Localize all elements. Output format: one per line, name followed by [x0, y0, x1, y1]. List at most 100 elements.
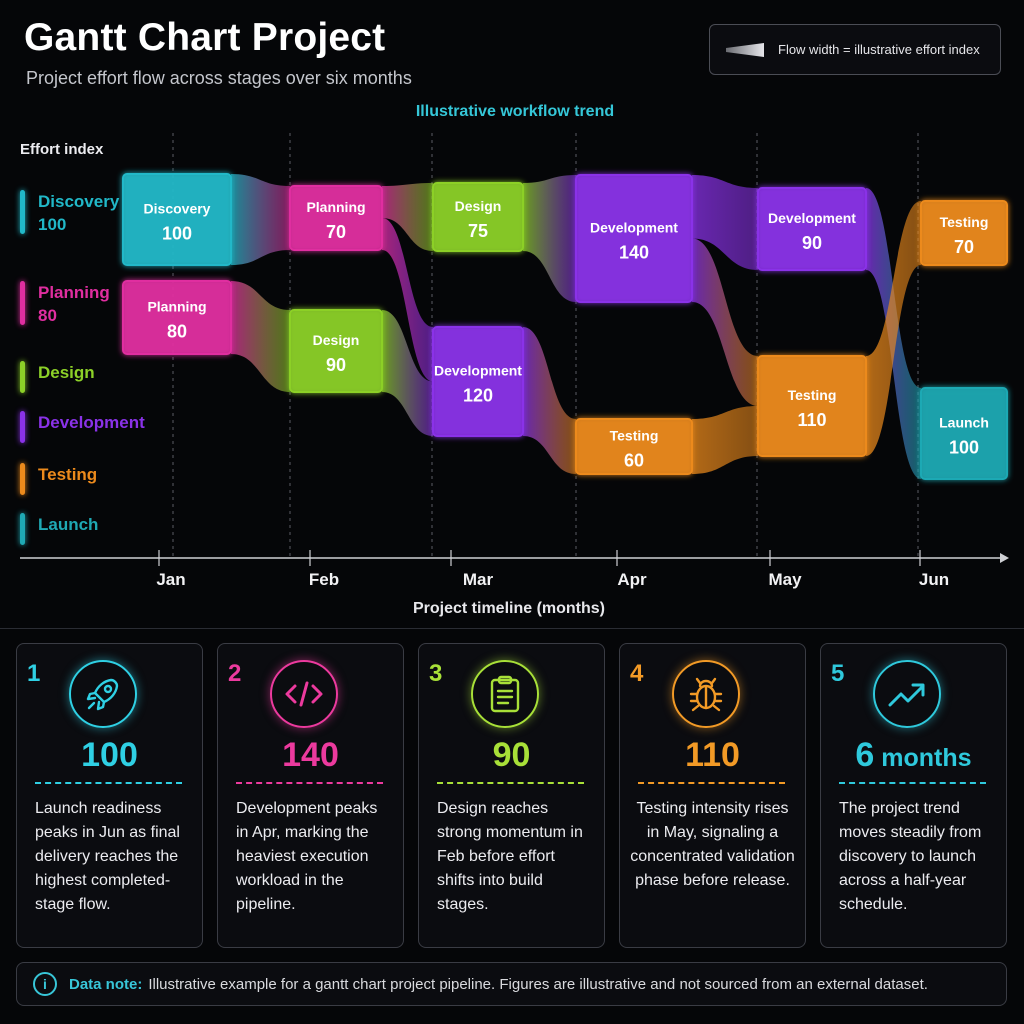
month-label-mar: Mar — [462, 570, 494, 589]
card-number: 2 — [228, 660, 242, 687]
legend-swatch — [20, 361, 25, 393]
flow-link-n5-n7 — [523, 175, 576, 302]
node-feb-design: Design 90 — [289, 309, 383, 393]
card-description: Testing intensity rises in May, signalin… — [630, 800, 795, 889]
legend-stage-value: 100 — [38, 215, 67, 234]
insight-card-5: 5 6 months The project trend moves steadil… — [820, 643, 1007, 948]
node-value-label: 80 — [167, 322, 187, 342]
card-divider — [638, 782, 785, 784]
node-value-label: 60 — [624, 451, 644, 471]
legend-item-design: Design — [20, 361, 95, 393]
flow-width-legend-text: Flow width = illustrative effort index — [778, 42, 980, 57]
legend-stage-value: 80 — [38, 306, 57, 325]
legend-item-planning: Planning 80 — [20, 281, 110, 327]
flow-link-n1-n3 — [231, 174, 290, 265]
node-stage-label: Planning — [147, 299, 206, 315]
node-value-label: 90 — [802, 233, 822, 253]
clipboard-icon — [471, 660, 539, 728]
card-description: Design reaches strong momentum in Feb be… — [437, 800, 583, 913]
node-stage-label: Planning — [306, 199, 365, 215]
legend-item-development: Development — [20, 411, 145, 443]
legend-stage-name: Discovery — [38, 192, 120, 211]
card-description: Launch readiness peaks in Jun as final d… — [35, 800, 180, 913]
flow-link-n3-n6 — [382, 218, 433, 382]
node-stage-label: Testing — [940, 214, 989, 230]
card-number: 3 — [429, 660, 443, 687]
month-label-jun: Jun — [918, 570, 950, 589]
legend-swatch — [20, 281, 25, 325]
node-mar-development: Development 120 — [432, 326, 524, 437]
node-jun-launch: Launch 100 — [920, 387, 1008, 480]
legend-stage-name: Development — [38, 413, 145, 432]
card-value: 6 months — [855, 736, 972, 774]
data-note-text: Illustrative example for a gantt chart p… — [148, 975, 928, 993]
node-may-testing: Testing 110 — [757, 355, 867, 457]
code-icon — [270, 660, 338, 728]
month-label-feb: Feb — [308, 570, 340, 589]
node-stage-label: Discovery — [144, 201, 211, 217]
node-value-label: 90 — [326, 355, 346, 375]
trend-up-icon — [873, 660, 941, 728]
node-apr-development: Development 140 — [575, 174, 693, 303]
card-number: 1 — [27, 660, 41, 687]
node-value-label: 120 — [463, 386, 493, 406]
node-stage-label: Design — [313, 332, 360, 348]
card-number: 4 — [630, 660, 644, 687]
data-note: i Data note: Illustrative example for a … — [16, 962, 1007, 1006]
card-value: 110 — [685, 736, 740, 774]
legend-stage-name: Planning — [38, 283, 110, 302]
node-stage-label: Testing — [788, 387, 837, 403]
flow-link-n7-n9 — [692, 175, 758, 270]
node-stage-label: Launch — [939, 415, 989, 431]
month-label-may: May — [768, 570, 802, 589]
x-axis — [20, 550, 1009, 566]
card-description: Development peaks in Apr, marking the he… — [236, 800, 378, 913]
flow-link-n2-n4 — [231, 281, 290, 392]
card-divider — [35, 782, 182, 784]
flow-link-n3-n5 — [382, 183, 433, 251]
legend-item-testing: Testing — [20, 463, 97, 495]
legend-stage-name: Testing — [38, 465, 98, 484]
insight-card-3: 3 90 Design reaches strong momentum in Feb… — [418, 643, 605, 948]
node-value-label: 70 — [326, 222, 346, 242]
node-value-label: 75 — [468, 221, 488, 241]
legend-stage-name: Design — [38, 363, 95, 382]
node-value-label: 140 — [619, 243, 649, 263]
legend-swatch — [20, 463, 25, 495]
rocket-icon — [69, 660, 137, 728]
node-stage-label: Design — [455, 198, 502, 214]
node-apr-testing: Testing 60 — [575, 418, 693, 475]
flow-link-n8-n10 — [692, 406, 758, 474]
section-divider — [0, 628, 1024, 629]
card-value: 90 — [492, 736, 531, 774]
node-jun-testing: Testing 70 — [920, 200, 1008, 266]
node-stage-label: Development — [768, 210, 856, 226]
page-subtitle: Project effort flow across stages over s… — [26, 68, 412, 88]
flow-links — [231, 174, 921, 479]
month-label-apr: Apr — [617, 570, 647, 589]
node-feb-planning: Planning 70 — [289, 185, 383, 251]
x-axis-title: Project timeline (months) — [412, 600, 606, 617]
info-icon: i — [33, 972, 57, 996]
stage-nodes: Discovery 100 Planning 80 Planning 70 Design 90… — [122, 173, 1008, 480]
node-value-label: 100 — [949, 438, 979, 458]
data-note-label: Data note: — [69, 975, 143, 993]
flow-link-n6-n8 — [523, 327, 576, 474]
legend-item-discovery: Discovery 100 — [20, 190, 119, 236]
legend-item-launch: Launch — [20, 513, 98, 545]
insight-card-4: 4 110 Testing intensity rises in May, sign… — [619, 643, 806, 948]
card-divider — [236, 782, 383, 784]
flow-link-n10-n11 — [866, 201, 921, 456]
sankey-chart: Discovery 100 Planning 80 Planning 70 Design 90… — [20, 133, 1009, 566]
card-value-unit: months — [874, 744, 972, 772]
insight-card-1: 1 100 Launch readiness peaks in Jun as fin… — [16, 643, 203, 948]
card-description: The project trend moves steadily from di… — [839, 800, 982, 913]
card-divider — [437, 782, 584, 784]
flow-width-wedge-icon — [726, 42, 764, 57]
node-may-development: Development 90 — [757, 187, 867, 271]
legend-stage-name: Launch — [38, 515, 99, 534]
bug-icon — [672, 660, 740, 728]
card-value: 140 — [282, 736, 339, 774]
node-value-label: 100 — [162, 224, 192, 244]
insight-card-2: 2 140 Development peaks in Apr, marking th… — [217, 643, 404, 948]
